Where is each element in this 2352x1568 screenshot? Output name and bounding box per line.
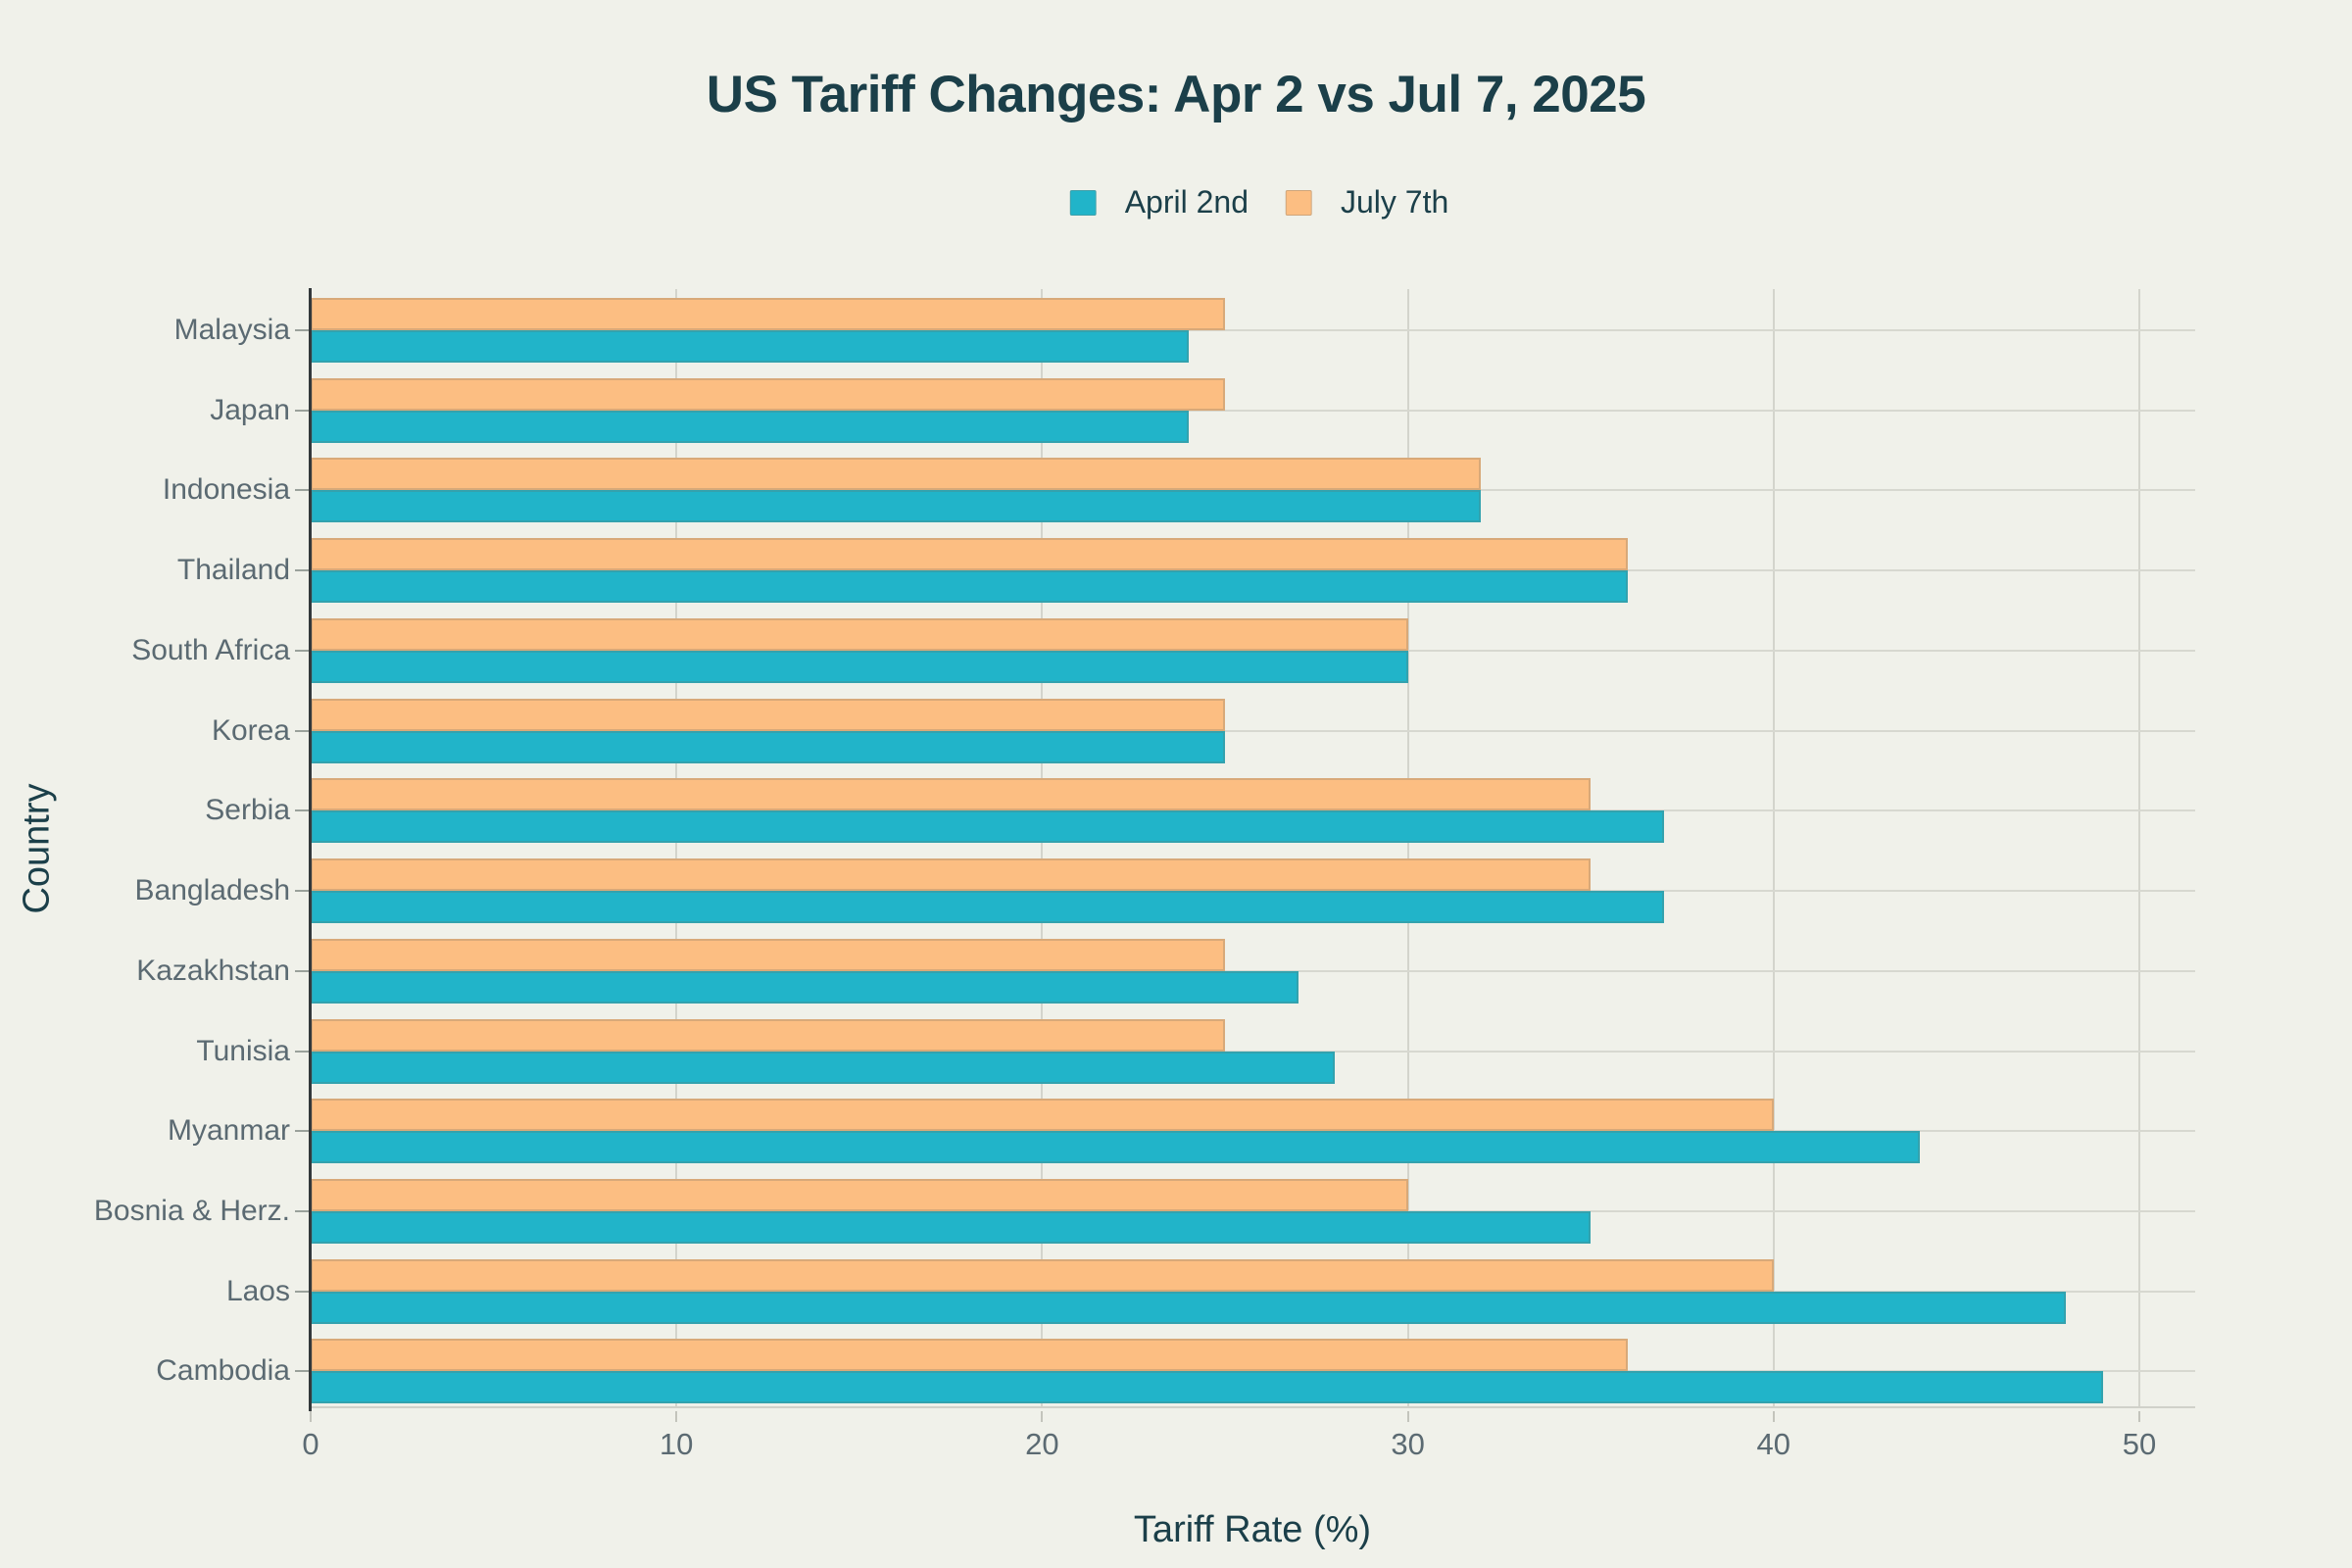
x-tick-label-10: 10 (659, 1427, 694, 1461)
bar-april-2nd-tunisia (311, 1051, 1335, 1084)
y-tick-thailand (295, 569, 309, 572)
x-tick-label-50: 50 (2122, 1427, 2157, 1461)
bar-april-2nd-japan (311, 410, 1189, 443)
bar-july-7th-tunisia (311, 1018, 1225, 1052)
x-tick-label-40: 40 (1756, 1427, 1791, 1461)
y-axis-category-label-japan: Japan (210, 393, 290, 426)
x-tick-10 (675, 1411, 678, 1422)
y-axis-category-label-malaysia: Malaysia (173, 314, 290, 346)
bar-april-2nd-malaysia (311, 330, 1189, 363)
x-tick-20 (1041, 1411, 1044, 1422)
x-tick-label-20: 20 (1025, 1427, 1059, 1461)
x-tick-30 (1406, 1411, 1409, 1422)
bar-july-7th-cambodia (311, 1339, 1628, 1372)
y-tick-kazakhstan (295, 969, 309, 972)
bar-april-2nd-indonesia (311, 490, 1482, 523)
y-axis-category-label-bosnia-herz: Bosnia & Herz. (93, 1195, 290, 1228)
legend-label-july-7th: July 7th (1341, 184, 1449, 220)
bar-april-2nd-myanmar (311, 1131, 1921, 1164)
gridline-horizontal-japan (311, 409, 2195, 412)
gridline-vertical-30 (1406, 289, 1409, 1408)
legend-swatch-april-2nd (1069, 189, 1097, 216)
bar-july-7th-indonesia (311, 458, 1482, 491)
legend-label-april-2nd: April 2nd (1124, 184, 1250, 220)
plot-area (311, 289, 2195, 1408)
bar-april-2nd-bangladesh (311, 891, 1664, 924)
legend: April 2nd July 7th (1069, 184, 1448, 220)
y-axis-category-label-cambodia: Cambodia (156, 1354, 290, 1388)
y-axis-category-label-indonesia: Indonesia (162, 473, 290, 507)
y-tick-korea (295, 729, 309, 732)
bar-april-2nd-thailand (311, 570, 1628, 604)
bar-april-2nd-serbia (311, 810, 1664, 844)
y-tick-cambodia (295, 1370, 309, 1373)
bar-july-7th-japan (311, 377, 1225, 411)
legend-swatch-july-7th (1286, 189, 1313, 216)
y-axis-title: Country (16, 783, 58, 914)
bar-july-7th-bangladesh (311, 858, 1592, 892)
x-tick-40 (1772, 1411, 1775, 1422)
x-axis-line (311, 1406, 2195, 1408)
bar-april-2nd-korea (311, 730, 1225, 763)
legend-item-april-2nd[interactable]: April 2nd (1069, 184, 1250, 220)
y-axis-category-label-thailand: Thailand (176, 554, 290, 587)
y-tick-serbia (295, 809, 309, 812)
bar-july-7th-bosnia-herz (311, 1179, 1408, 1212)
y-tick-myanmar (295, 1130, 309, 1133)
bar-july-7th-laos (311, 1258, 1774, 1292)
gridline-horizontal-malaysia (311, 329, 2195, 331)
bar-july-7th-serbia (311, 778, 1592, 811)
x-axis-title: Tariff Rate (%) (1133, 1509, 1372, 1550)
bar-july-7th-thailand (311, 538, 1628, 571)
bar-april-2nd-south-africa (311, 650, 1408, 683)
y-axis-category-label-tunisia: Tunisia (196, 1034, 290, 1067)
y-axis-category-label-bangladesh: Bangladesh (134, 874, 290, 907)
gridline-vertical-40 (1772, 289, 1775, 1408)
y-tick-bangladesh (295, 890, 309, 893)
y-axis-category-label-kazakhstan: Kazakhstan (136, 954, 290, 987)
y-tick-malaysia (295, 329, 309, 331)
gridline-vertical-50 (2138, 289, 2140, 1408)
y-tick-tunisia (295, 1050, 309, 1053)
bar-july-7th-myanmar (311, 1099, 1774, 1132)
y-tick-bosnia-herz (295, 1210, 309, 1213)
x-tick-label-0: 0 (302, 1427, 319, 1461)
bar-april-2nd-laos (311, 1291, 2067, 1324)
bar-april-2nd-kazakhstan (311, 970, 1298, 1004)
y-axis-category-label-south-africa: South Africa (131, 633, 290, 666)
x-tick-0 (310, 1411, 312, 1422)
bar-july-7th-kazakhstan (311, 938, 1225, 971)
y-tick-laos (295, 1290, 309, 1293)
bar-july-7th-south-africa (311, 617, 1408, 651)
y-axis-category-label-myanmar: Myanmar (167, 1114, 290, 1148)
legend-item-july-7th[interactable]: July 7th (1286, 184, 1448, 220)
gridline-vertical-10 (675, 289, 678, 1408)
y-axis-line (309, 288, 312, 1411)
bar-april-2nd-cambodia (311, 1371, 2103, 1404)
y-tick-south-africa (295, 649, 309, 652)
bar-april-2nd-bosnia-herz (311, 1211, 1592, 1245)
chart-title: US Tariff Changes: Apr 2 vs Jul 7, 2025 (706, 66, 1646, 123)
y-tick-indonesia (295, 489, 309, 492)
x-tick-50 (2138, 1411, 2140, 1422)
y-axis-category-label-korea: Korea (211, 713, 290, 747)
gridline-horizontal-korea (311, 729, 2195, 732)
bar-july-7th-malaysia (311, 298, 1225, 330)
y-tick-japan (295, 409, 309, 412)
gridline-vertical-20 (1041, 289, 1044, 1408)
bar-july-7th-korea (311, 698, 1225, 731)
y-axis-category-label-serbia: Serbia (205, 794, 290, 827)
y-axis-category-label-laos: Laos (225, 1274, 290, 1307)
x-tick-label-30: 30 (1391, 1427, 1425, 1461)
